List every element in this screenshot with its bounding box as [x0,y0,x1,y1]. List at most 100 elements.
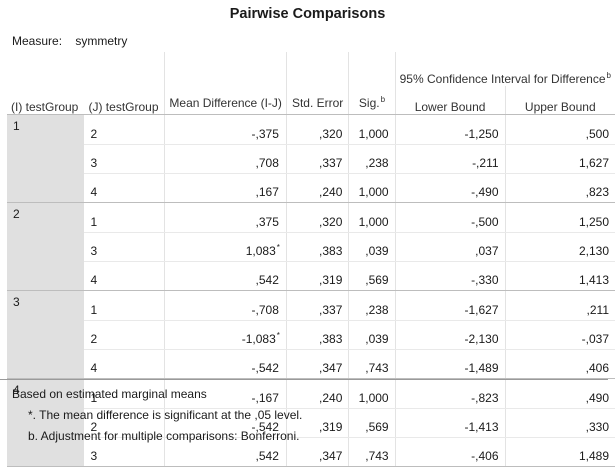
sig-cell: 1,000 [348,202,396,233]
upper-bound-cell: 1,250 [504,202,615,233]
lower-bound-cell: -,330 [394,261,506,291]
j-group-cell: 3 [84,232,165,262]
j-group-cell: 4 [84,349,165,379]
j-group-cell: 3 [84,144,165,174]
significance-marker: * [276,242,280,252]
j-group-cell: 1 [84,202,165,233]
table-row: 3 1,083* ,383,039,037 2,130 [7,232,615,262]
upper-bound-cell: ,500 [504,114,615,145]
upper-bound-cell: 1,413 [504,261,615,291]
std-error-cell: ,383 [285,320,349,350]
std-error-cell: ,337 [285,144,349,174]
sig-cell: ,569 [348,408,396,438]
i-group-header: (I) testGroup [7,86,85,115]
sig-cell: ,039 [348,232,396,262]
mean-diff-cell: -,542 [164,349,287,379]
i-group-cell: 1 [7,114,85,144]
mean-diff-cell: -,542 [164,408,287,438]
table-row: 4,167,240 1,000 -,490,823 [7,173,615,203]
table-row: 1 2 -,375,320 1,000 -1,250,500 [7,114,615,145]
i-group-cell [7,261,85,291]
j-group-cell: 2 [84,114,165,145]
table-row: 2 1,375,320 1,000 -,500 1,250 [7,202,615,233]
mean-diff-cell: ,708 [164,144,287,174]
table-row: 2 -1,083* ,383,039 -2,130 -,037 [7,320,615,350]
pairwise-comparisons-table: Mean Difference (I-J) Std. Error Sig.b 9… [7,52,615,467]
lower-bound-cell: -,490 [394,173,506,203]
std-error-cell: ,240 [285,378,349,409]
mean-diff-cell: ,375 [164,202,287,233]
lower-bound-cell: -1,627 [394,290,506,321]
j-group-header: (J) testGroup [84,86,165,115]
std-error-header: Std. Error [285,52,349,115]
j-group-cell: 1 [84,290,165,321]
measure-label: Measure: [12,34,63,48]
measure-line: Measure: symmetry [12,34,137,48]
sig-header: Sig.b [348,52,396,115]
table-row: 3 1 -,708,337,238 -1,627,211 [7,290,615,321]
lower-bound-cell: -,211 [394,144,506,174]
sig-cell: 1,000 [348,173,396,203]
std-error-cell: ,383 [285,232,349,262]
table-row: 2 -,542,319,569 -1,413,330 [7,408,615,438]
j-group-cell: 2 [84,408,165,438]
std-error-cell: ,320 [285,202,349,233]
std-error-cell: ,337 [285,290,349,321]
mean-diff-cell: -,375 [164,114,287,145]
std-error-cell: ,240 [285,173,349,203]
std-error-cell: ,347 [285,349,349,379]
lower-bound-cell: -2,130 [394,320,506,350]
j-group-cell: 1 [84,378,165,409]
table-row: 4 1 -,167,240 1,000 -,823,490 [7,378,615,409]
lower-bound-cell: -,823 [394,378,506,409]
i-group-cell: 3 [7,290,85,320]
j-group-cell: 4 [84,261,165,291]
table-row: 3,708,337,238 -,211 1,627 [7,144,615,174]
footnotes: Based on estimated marginal means *. The… [0,379,608,450]
mean-diff-cell: -,708 [164,290,287,321]
sig-cell: ,039 [348,320,396,350]
i-group-cell [7,408,85,437]
std-error-cell: ,320 [285,114,349,145]
lower-bound-cell: -1,250 [394,114,506,145]
upper-bound-cell: ,330 [504,408,615,438]
ci-footnote-marker: b [606,71,611,80]
upper-bound-cell: 2,130 [504,232,615,262]
i-group-cell [7,173,85,203]
lower-bound-cell: ,037 [394,232,506,262]
footnote-based-on: Based on estimated marginal means [12,387,207,401]
mean-diff-cell: -,167 [164,378,287,409]
table-row: 4 -,542,347,743 -1,489,406 [7,349,615,379]
table-row: 4,542,319,569 -,330 1,413 [7,261,615,291]
upper-bound-cell: -,037 [504,320,615,350]
upper-bound-cell: ,490 [504,378,615,409]
lower-bound-header: Lower Bound [394,86,506,115]
upper-bound-cell: ,823 [504,173,615,203]
i-group-cell [7,320,85,349]
sig-cell: 1,000 [348,114,396,145]
mean-diff-cell: ,167 [164,173,287,203]
i-group-cell [7,144,85,173]
table-title: Pairwise Comparisons [229,6,386,22]
sig-cell: 1,000 [348,378,396,409]
upper-bound-header: Upper Bound [504,86,615,115]
mean-diff-cell: 1,083* [164,232,287,262]
lower-bound-cell: -,500 [394,202,506,233]
i-group-cell: 2 [7,202,85,232]
lower-bound-cell: -1,489 [394,349,506,379]
i-group-cell [7,349,85,379]
std-error-cell: ,319 [285,408,349,438]
lower-bound-cell: -1,413 [394,408,506,438]
significance-marker: * [276,330,280,340]
sig-cell: ,238 [348,290,396,321]
footnote-star: *. The mean difference is significant at… [28,408,303,422]
mean-diff-cell: -1,083* [164,320,287,350]
i-group-cell [7,232,85,261]
footnote-b: b. Adjustment for multiple comparisons: … [28,429,300,443]
sig-cell: ,569 [348,261,396,291]
std-error-cell: ,319 [285,261,349,291]
upper-bound-cell: ,211 [504,290,615,321]
mean-diff-cell: ,542 [164,261,287,291]
table-body: 1 2 -,375,320 1,000 -1,250,500 3,708,337,238-… [7,114,615,467]
upper-bound-cell: 1,627 [504,144,615,174]
